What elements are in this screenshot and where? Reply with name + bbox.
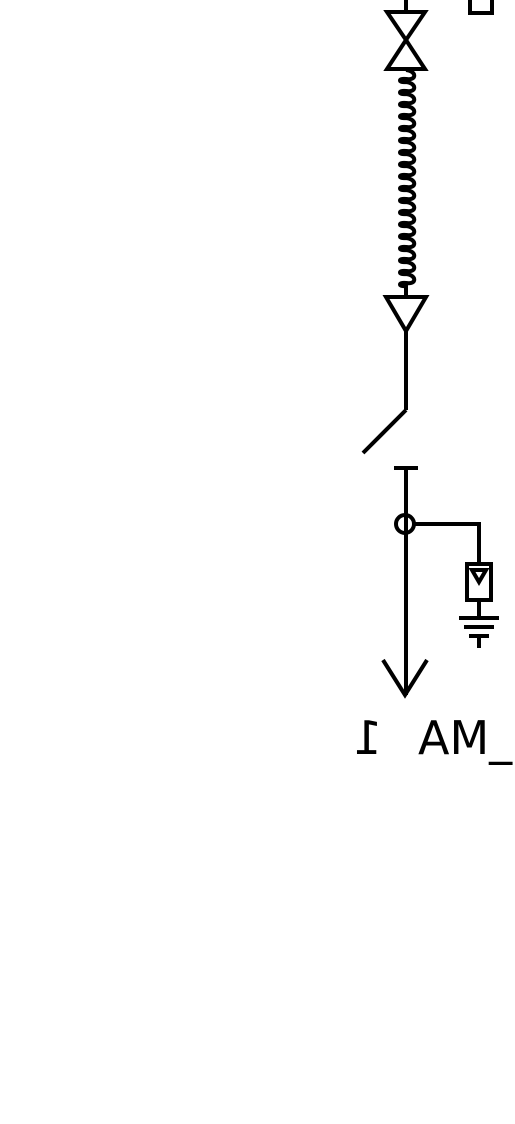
feeder-label-mirrored-char: 1 — [353, 711, 382, 765]
bracket-corner — [468, 0, 494, 15]
surge-arrester — [465, 562, 493, 616]
cable-coil — [398, 68, 417, 296]
cable-end-triangle — [382, 295, 430, 335]
feeder-arrow — [381, 658, 429, 699]
disconnect-switch — [361, 408, 408, 455]
feeder-label: AM_ — [418, 711, 513, 765]
arrester-branch-wire — [414, 522, 481, 564]
cable-head-triangles — [383, 0, 429, 71]
ground-symbol — [459, 616, 499, 648]
